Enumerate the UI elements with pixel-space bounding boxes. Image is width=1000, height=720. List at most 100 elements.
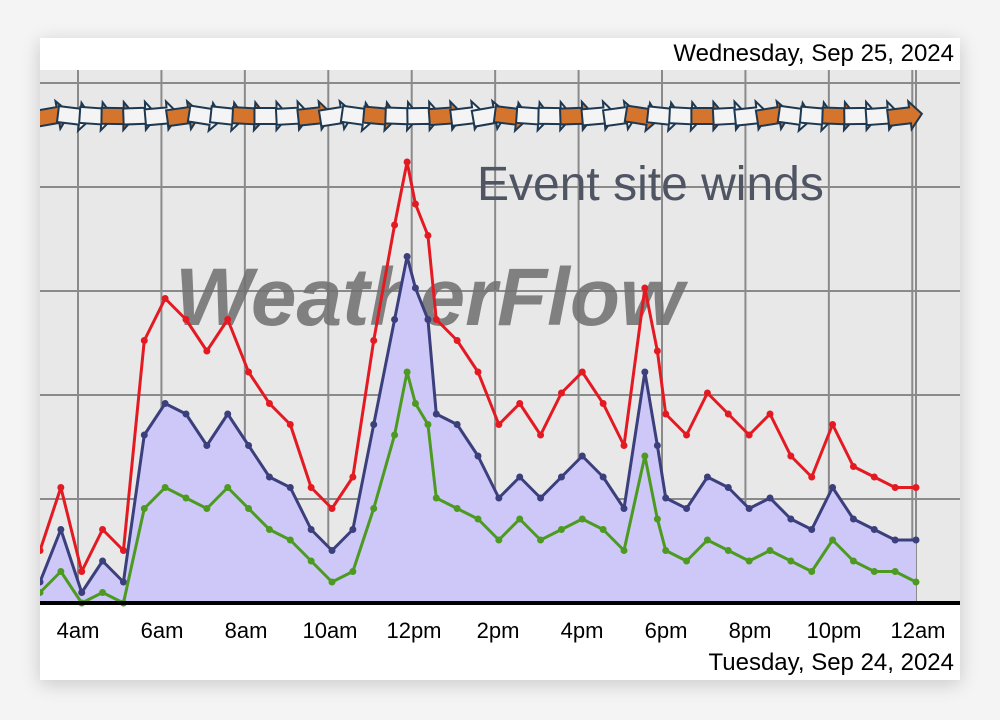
- data-point-gust: [537, 431, 545, 439]
- data-point-lull: [203, 505, 211, 512]
- data-point-gust: [203, 347, 211, 355]
- data-point-gust: [140, 337, 148, 344]
- data-point-gust: [474, 368, 482, 376]
- x-tick-label: 4pm: [561, 618, 604, 643]
- data-point-average: [57, 526, 65, 533]
- data-point-gust: [662, 410, 670, 418]
- data-point-gust: [849, 463, 857, 470]
- data-point-lull: [641, 452, 649, 460]
- data-point-gust: [829, 421, 837, 428]
- x-axis-ticks: 4am 6am 8am 10am 12pm 2pm 4pm 6pm 8pm 10pm 12am: [57, 618, 946, 643]
- data-point-average: [182, 410, 190, 418]
- data-point-gust: [424, 232, 432, 239]
- data-point-gust: [766, 410, 774, 418]
- data-point-lull: [599, 526, 607, 533]
- data-point-lull: [787, 557, 795, 565]
- data-point-lull: [703, 536, 711, 544]
- data-point-lull: [683, 557, 691, 565]
- data-point-lull: [182, 494, 190, 502]
- data-point-gust: [495, 421, 503, 428]
- data-point-gust: [370, 337, 378, 344]
- x-tick-label: 10pm: [806, 618, 861, 643]
- data-point-average: [724, 484, 732, 491]
- data-point-average: [265, 473, 273, 481]
- data-point-average: [161, 400, 169, 407]
- average-area-fill: [40, 256, 916, 603]
- data-point-gust: [620, 442, 628, 449]
- data-point-average: [140, 431, 148, 439]
- data-point-gust: [286, 421, 294, 428]
- data-point-average: [891, 536, 899, 544]
- data-point-gust: [99, 526, 107, 533]
- series-layer: [40, 158, 920, 607]
- data-point-lull: [286, 536, 294, 544]
- data-point-average: [849, 515, 857, 523]
- data-point-gust: [870, 473, 878, 481]
- data-point-gust: [641, 284, 649, 292]
- data-point-average: [349, 526, 357, 533]
- data-point-average: [424, 316, 432, 323]
- date-bottom: Tuesday, Sep 24, 2024: [708, 649, 954, 676]
- data-point-average: [745, 505, 753, 512]
- data-point-lull: [474, 515, 482, 523]
- data-point-lull: [745, 557, 753, 565]
- data-point-gust: [787, 452, 795, 460]
- data-point-gust: [912, 484, 920, 491]
- data-point-average: [307, 526, 315, 533]
- data-point-average: [578, 452, 586, 460]
- data-point-gust: [516, 400, 524, 407]
- x-tick-label: 12pm: [386, 618, 441, 643]
- data-point-lull: [808, 568, 816, 575]
- data-point-lull: [370, 505, 378, 512]
- data-point-average: [870, 526, 878, 533]
- data-point-gust: [57, 484, 65, 491]
- data-point-lull: [161, 484, 169, 491]
- data-point-gust: [745, 431, 753, 439]
- x-tick-label: 6pm: [645, 618, 688, 643]
- data-point-average: [403, 253, 411, 260]
- data-point-gust: [403, 158, 411, 166]
- data-point-lull: [578, 515, 586, 523]
- data-point-gust: [599, 400, 607, 407]
- data-point-lull: [265, 526, 273, 533]
- data-point-average: [653, 442, 661, 449]
- data-point-gust: [653, 347, 661, 355]
- data-point-lull: [432, 494, 440, 502]
- data-point-average: [40, 578, 44, 586]
- data-point-gust: [245, 368, 253, 376]
- data-point-average: [370, 421, 378, 428]
- series-line-average: [40, 255, 916, 594]
- data-point-average: [766, 494, 774, 502]
- data-point-average: [641, 368, 649, 376]
- data-point-gust: [578, 368, 586, 376]
- x-tick-label: 8pm: [729, 618, 772, 643]
- data-point-lull: [307, 557, 315, 565]
- data-point-lull: [724, 547, 732, 554]
- x-tick-label: 4am: [57, 618, 100, 643]
- data-point-lull: [537, 536, 545, 544]
- data-point-gust: [411, 200, 419, 208]
- data-point-gust: [391, 221, 399, 229]
- data-point-gust: [724, 410, 732, 418]
- x-tick-label: 2pm: [477, 618, 520, 643]
- data-point-average: [453, 421, 461, 428]
- x-tick-label: 6am: [141, 618, 184, 643]
- data-point-lull: [453, 505, 461, 512]
- x-tick-label: 8am: [225, 618, 268, 643]
- data-point-lull: [620, 547, 628, 554]
- data-point-gust: [119, 547, 127, 554]
- data-point-lull: [424, 421, 432, 428]
- data-point-lull: [829, 536, 837, 544]
- data-point-gust: [432, 316, 440, 323]
- data-point-gust: [182, 316, 190, 323]
- data-point-lull: [328, 578, 336, 586]
- data-point-gust: [307, 484, 315, 491]
- data-point-lull: [57, 568, 65, 575]
- data-point-lull: [411, 400, 419, 407]
- data-point-average: [474, 452, 482, 460]
- x-tick-label: 12am: [890, 618, 945, 643]
- data-point-lull: [912, 578, 920, 586]
- data-point-lull: [557, 526, 565, 533]
- data-point-lull: [224, 484, 232, 491]
- data-point-average: [787, 515, 795, 523]
